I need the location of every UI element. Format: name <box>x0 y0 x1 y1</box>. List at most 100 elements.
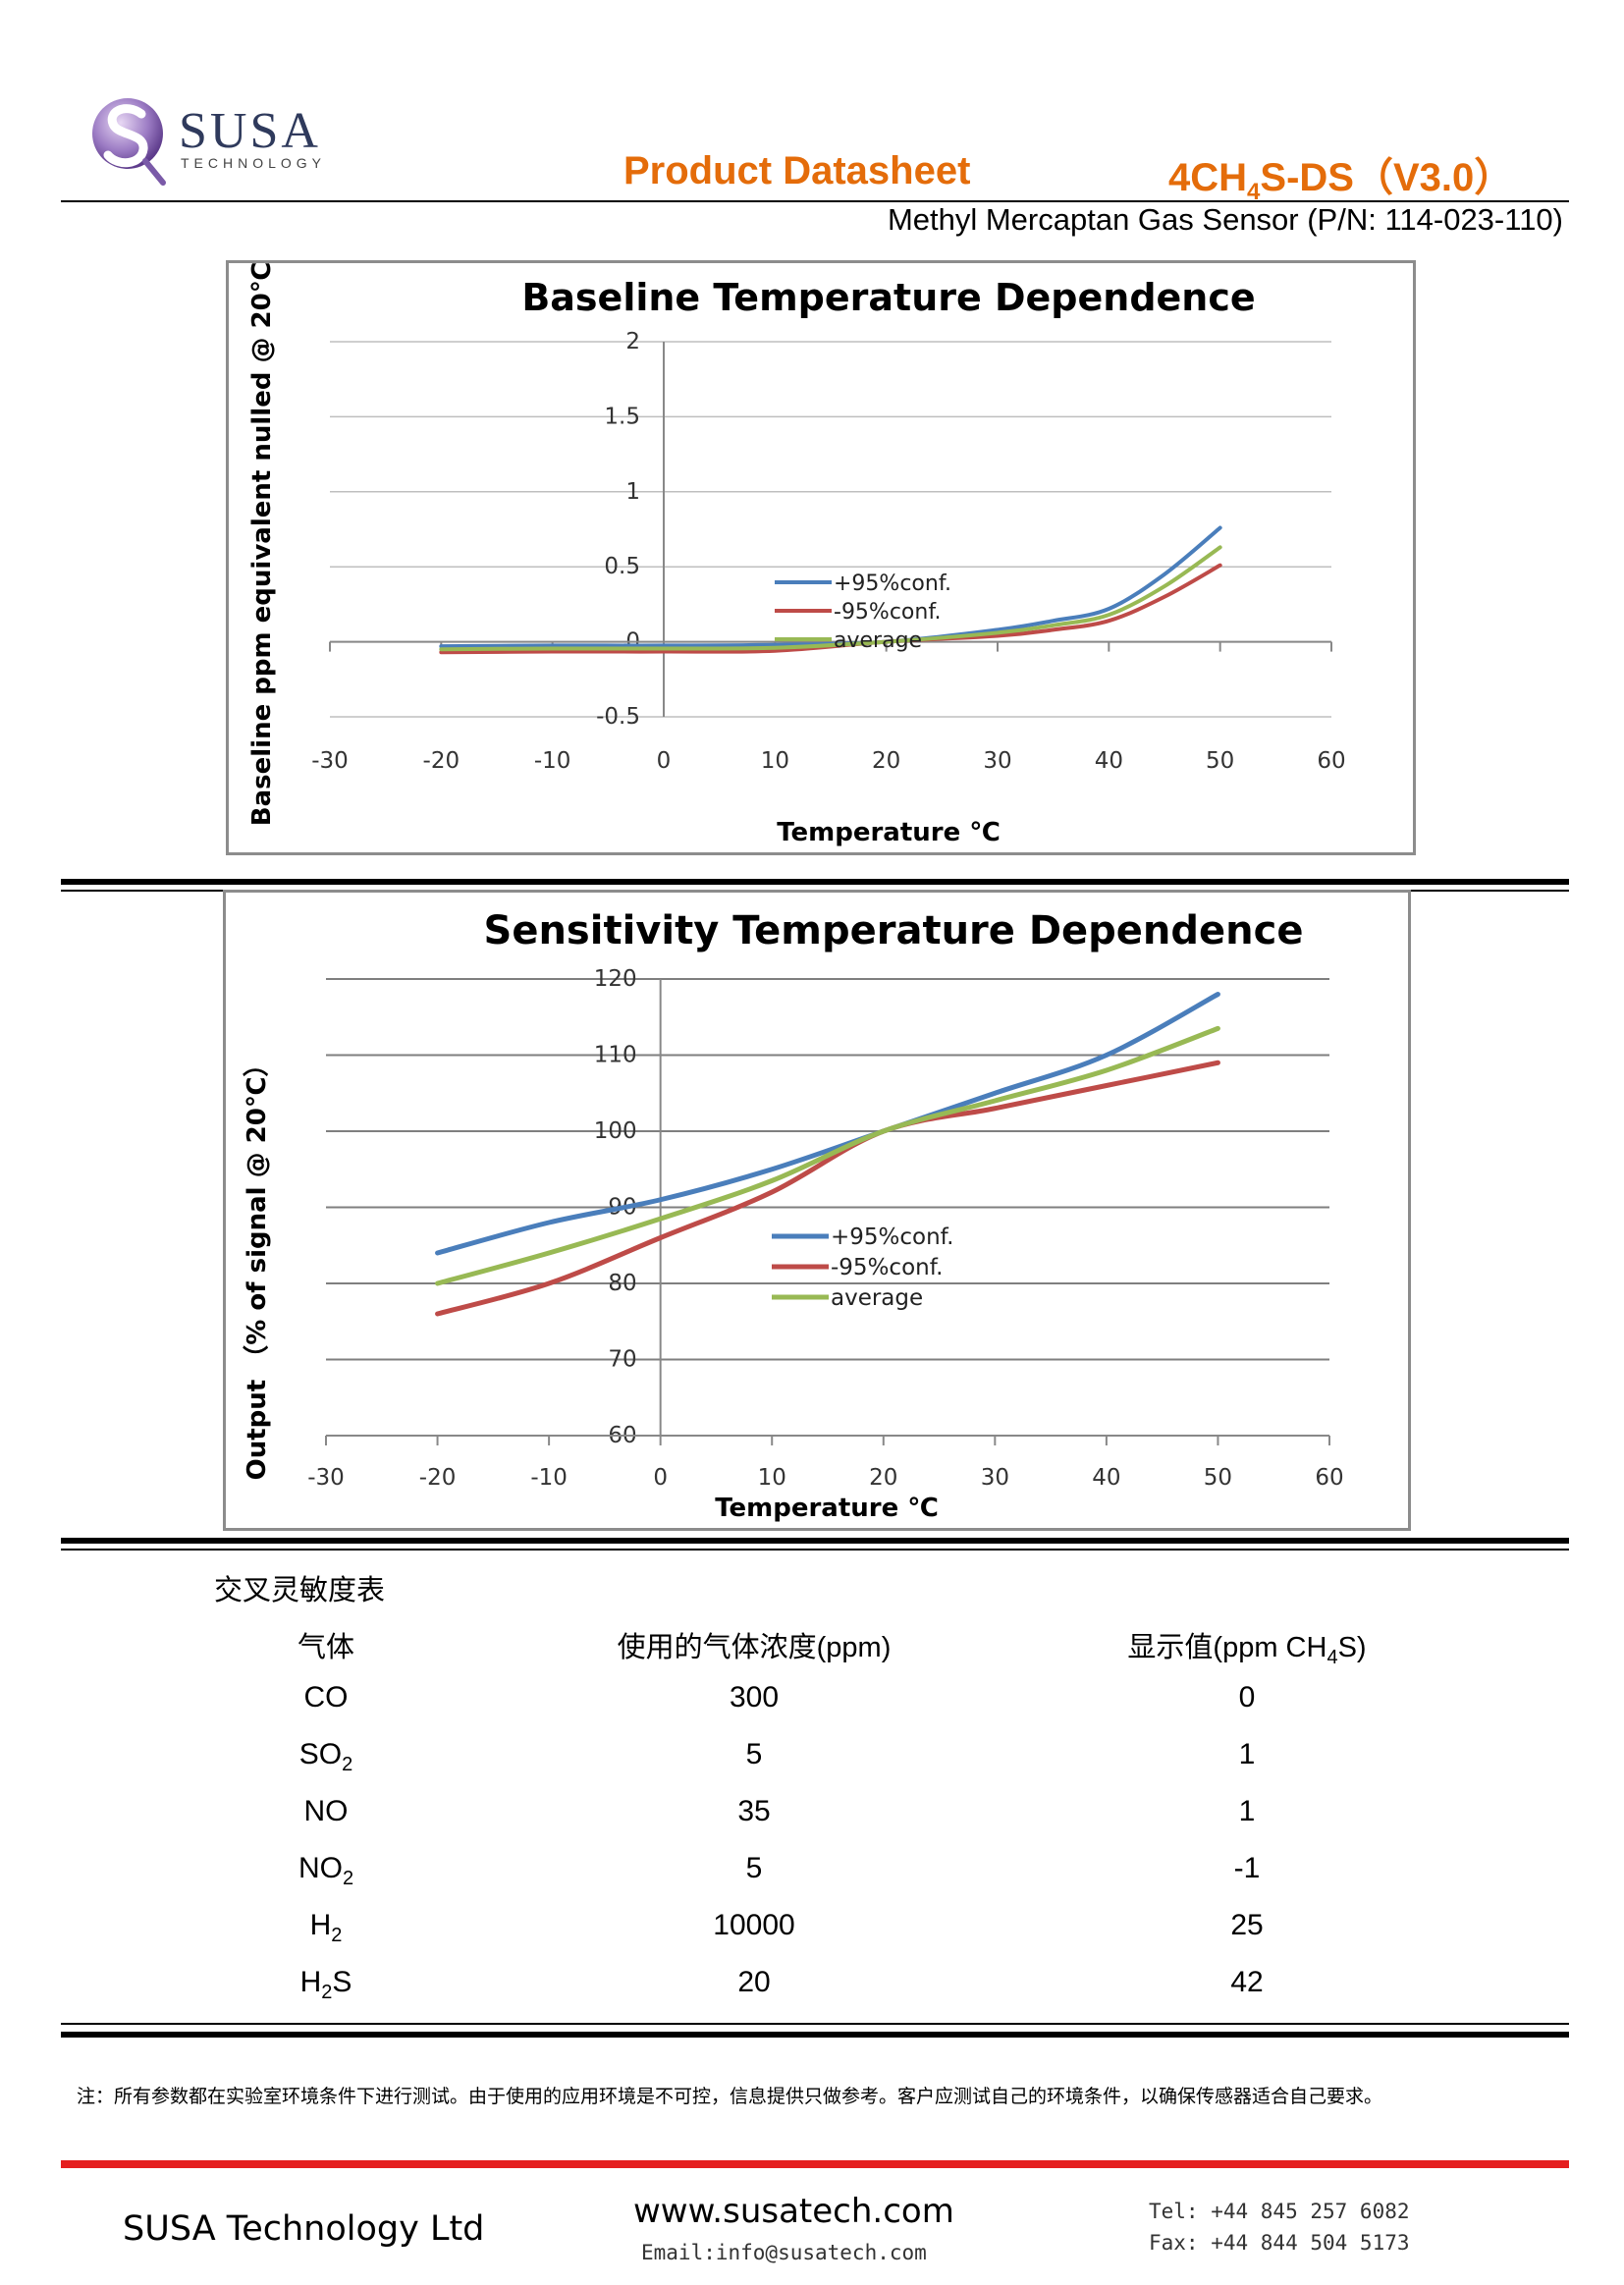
section-divider <box>61 2032 1569 2038</box>
x-tick-label: -20 <box>419 1465 457 1491</box>
gas-formula-sub: 2 <box>342 1754 353 1775</box>
disclaimer-note: 注：所有参数都在实验室环境条件下进行测试。由于使用的应用环境是不可控，信息提供只… <box>77 2086 1383 2107</box>
series-line-3 <box>435 1025 1220 1286</box>
x-axis-label: Temperature ℃ <box>777 818 1001 847</box>
table-cell-display: -1 <box>1233 1852 1261 1884</box>
susa-logo-icon <box>92 98 166 186</box>
table-cell-concentration: 5 <box>745 1738 763 1770</box>
x-tick-label: -20 <box>423 748 460 774</box>
logo-tagline: TECHNOLOGY <box>181 155 327 171</box>
sensitivity-chart: Sensitivity Temperature Dependence 60 70 80… <box>223 890 1411 1531</box>
baseline-chart-svg: Baseline Temperature Dependence -0.5 0 0.5 1… <box>247 263 1346 847</box>
x-axis-label: Temperature ℃ <box>715 1494 939 1523</box>
section-divider <box>61 879 1569 885</box>
telephone-number: Tel: +44 845 257 6082 <box>1149 2200 1410 2223</box>
x-tick-label: -10 <box>530 1465 568 1491</box>
chart-title: Baseline Temperature Dependence <box>521 276 1255 319</box>
website-link[interactable]: www.susatech.com <box>633 2192 954 2231</box>
x-tick-label: 50 <box>1206 748 1234 774</box>
series-line-1 <box>439 525 1222 649</box>
header-text: 显示值(ppm CH <box>1127 1632 1327 1663</box>
x-tick-label: -30 <box>311 748 349 774</box>
code-prefix: 4CH <box>1168 156 1248 199</box>
y-tick-label: 80 <box>608 1271 636 1296</box>
x-tick-label: 40 <box>1095 748 1123 774</box>
table-cell-gas: H2 <box>310 1909 343 1947</box>
table-cell-gas: SO2 <box>299 1738 352 1776</box>
code-suffix: S-DS（V3.0） <box>1260 156 1514 199</box>
legend-label: -95%conf. <box>834 600 941 625</box>
section-divider <box>61 1549 1569 1551</box>
table-cell-gas: H2S <box>300 1966 352 2004</box>
x-tick-label: 10 <box>761 748 789 774</box>
gas-formula: NO <box>303 1795 349 1827</box>
x-tick-label: 20 <box>872 748 900 774</box>
sensitivity-chart-svg: Sensitivity Temperature Dependence 60 70 80… <box>243 908 1344 1523</box>
footer-divider <box>61 2160 1569 2168</box>
x-tick-label: 10 <box>758 1465 786 1491</box>
table-cell-concentration: 20 <box>737 1966 771 1998</box>
part-number-line: Methyl Mercaptan Gas Sensor (P/N: 114-02… <box>887 202 1563 237</box>
column-header-display: 显示值(ppm CH4S) <box>1127 1624 1366 1669</box>
y-tick-label: 2 <box>625 329 640 354</box>
legend-label: average <box>831 1285 923 1311</box>
code-sub: 4 <box>1247 179 1261 205</box>
header-text: S) <box>1337 1632 1367 1663</box>
table-cell-concentration: 10000 <box>713 1909 795 1941</box>
series-line-3 <box>439 545 1222 652</box>
table-cell-concentration: 5 <box>745 1852 763 1884</box>
section-divider <box>61 1538 1569 1544</box>
series-line-1 <box>435 992 1220 1256</box>
gas-formula: SO <box>298 1738 343 1770</box>
y-tick-label: 110 <box>594 1043 637 1068</box>
y-axis-label: Baseline ppm equivalent nulled @ 20℃ <box>247 263 277 826</box>
gas-formula-sub: 2 <box>342 1868 354 1889</box>
table-cell-concentration: 35 <box>737 1795 771 1827</box>
cross-sensitivity-title: 交叉灵敏度表 <box>214 1573 386 1606</box>
baseline-chart: Baseline Temperature Dependence -0.5 0 0.5 1… <box>226 260 1416 855</box>
table-cell-gas: NO2 <box>298 1852 353 1890</box>
legend-label: average <box>834 628 922 653</box>
gas-formula-suffix: S <box>332 1966 352 1998</box>
x-tick-label: 30 <box>981 1465 1009 1491</box>
y-tick-label: 120 <box>594 966 637 992</box>
y-tick-label: 1 <box>625 479 640 505</box>
fax-number: Fax: +44 844 504 5173 <box>1149 2231 1410 2255</box>
y-tick-label: 100 <box>594 1118 637 1144</box>
table-cell-display: 1 <box>1238 1738 1256 1770</box>
column-header-concentration: 使用的气体浓度(ppm) <box>617 1632 892 1663</box>
table-cell-concentration: 300 <box>729 1681 780 1714</box>
chart-title: Sensitivity Temperature Dependence <box>484 908 1304 953</box>
series-line-2 <box>435 1060 1220 1317</box>
column-header-gas: 气体 <box>297 1632 355 1663</box>
legend-label: +95%conf. <box>834 571 951 596</box>
header-sub: 4 <box>1326 1646 1338 1668</box>
document-code: 4CH4S-DS（V3.0） <box>1168 145 1513 206</box>
table-cell-display: 25 <box>1230 1909 1264 1941</box>
gas-formula-sub: 2 <box>331 1925 343 1946</box>
gas-formula: H <box>299 1966 322 1998</box>
x-tick-label: 0 <box>653 1465 668 1491</box>
x-tick-label: 50 <box>1204 1465 1232 1491</box>
y-axis-label-group: Baseline ppm equivalent nulled @ 20℃ <box>247 263 277 826</box>
x-tick-label: 40 <box>1092 1465 1120 1491</box>
email-link[interactable]: Email:info@susatech.com <box>641 2241 927 2264</box>
y-axis-label: Output （% of signal @ 20℃） <box>243 1052 272 1481</box>
x-tick-label: -10 <box>534 748 571 774</box>
gas-formula: NO <box>298 1852 343 1884</box>
table-cell-gas: CO <box>304 1681 349 1719</box>
x-tick-label: -30 <box>307 1465 345 1491</box>
gas-formula: H <box>309 1909 332 1941</box>
y-tick-label: 70 <box>608 1347 636 1373</box>
x-tick-label: 0 <box>657 748 672 774</box>
company-name: SUSA Technology Ltd <box>123 2209 485 2249</box>
document-title: Product Datasheet <box>623 149 971 192</box>
table-cell-display: 42 <box>1230 1966 1264 1998</box>
x-tick-label: 60 <box>1315 1465 1343 1491</box>
table-cell-display: 0 <box>1238 1681 1256 1714</box>
gas-formula-sub: 2 <box>321 1982 333 2003</box>
legend-label: -95%conf. <box>831 1255 943 1280</box>
x-tick-label: 30 <box>983 748 1011 774</box>
legend-label: +95%conf. <box>831 1224 953 1250</box>
x-tick-label: 20 <box>869 1465 897 1491</box>
